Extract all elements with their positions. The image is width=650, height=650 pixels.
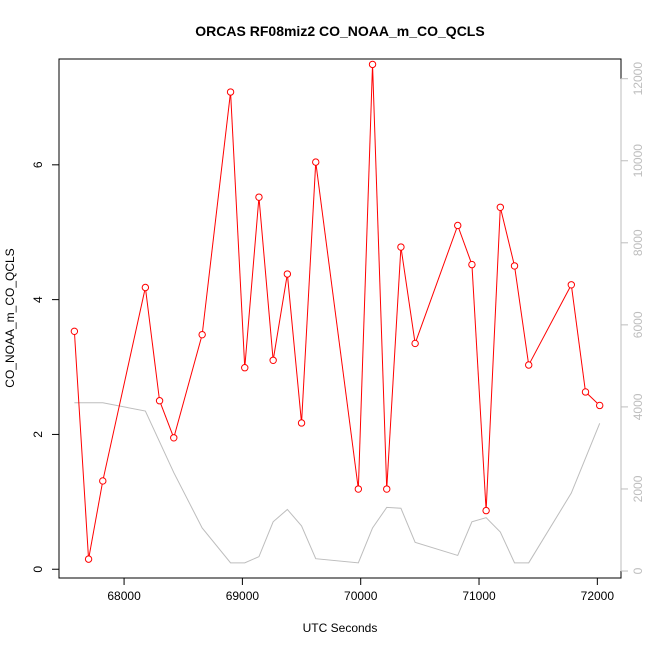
series-segment (485, 210, 501, 508)
y-tick-label: 6 (31, 161, 45, 168)
series-segment (174, 337, 202, 435)
series-segment (315, 165, 359, 486)
data-point (567, 281, 576, 289)
data-point (99, 477, 107, 485)
data-point (70, 327, 79, 336)
y-axis: 0 2 4 6 (31, 161, 60, 573)
x-axis: 68000 69000 70000 71000 72000 (107, 577, 615, 603)
data-point (241, 364, 249, 372)
series-segment (372, 67, 388, 486)
data-point (411, 339, 419, 348)
data-point (510, 262, 519, 270)
series-segment (587, 393, 598, 404)
series-segment (301, 165, 317, 420)
series-segment (458, 228, 472, 262)
y2-tick-label: 10000 (631, 144, 645, 178)
y-tick-label: 4 (31, 296, 45, 303)
data-point (297, 419, 306, 427)
series-segment (258, 200, 274, 358)
y2-tick-label: 2000 (631, 475, 645, 502)
data-point (155, 397, 164, 405)
series-segment (74, 334, 89, 556)
data-point (482, 506, 490, 515)
series-segment (386, 250, 402, 486)
series-segment (514, 269, 529, 362)
data-point (170, 434, 178, 442)
data-point (141, 283, 150, 292)
series-segment (230, 95, 246, 365)
x-tick-label: 68000 (107, 589, 141, 603)
series-segment (273, 277, 288, 358)
series-segment (357, 67, 373, 486)
y-tick-label: 2 (31, 431, 45, 438)
series-line-right (74, 402, 601, 564)
data-point (283, 270, 292, 278)
series-segment (202, 95, 231, 332)
series-segment (471, 267, 487, 508)
series-segment (529, 287, 571, 363)
data-point (468, 260, 476, 269)
y2-tick-label: 8000 (631, 229, 645, 256)
data-point (496, 203, 505, 211)
series-segment (500, 210, 515, 263)
x-tick-label: 70000 (344, 589, 378, 603)
series-segment (400, 250, 416, 341)
series-segment (88, 483, 103, 557)
y-tick-label: 0 (31, 566, 45, 573)
data-point (255, 193, 263, 201)
x-tick-label: 72000 (581, 589, 615, 603)
data-point (269, 356, 277, 364)
data-point (84, 555, 93, 563)
series-segment (102, 290, 146, 478)
series-segment (415, 228, 458, 341)
plot-frame (58, 58, 622, 579)
data-point (454, 221, 462, 230)
series-segment (571, 287, 586, 389)
data-point (368, 60, 377, 69)
x-tick-label: 69000 (226, 589, 260, 603)
series-segment (287, 277, 302, 420)
chart-title: ORCAS RF08miz2 CO_NOAA_m_CO_QCLS (195, 23, 484, 39)
data-point (354, 485, 363, 493)
series-segment (244, 200, 260, 365)
data-point (397, 243, 405, 251)
data-point (383, 485, 391, 493)
data-point (226, 88, 235, 96)
y2-tick-label: 0 (631, 567, 645, 574)
series-layer (70, 60, 604, 564)
y2-axis: 0 2000 4000 6000 8000 10000 12000 (620, 62, 645, 574)
series-segment (160, 403, 174, 435)
data-point (525, 361, 533, 369)
data-point (596, 401, 604, 410)
y-axis-label: CO_NOAA_m_CO_QCLS (3, 248, 17, 387)
x-tick-label: 71000 (462, 589, 496, 603)
data-point (581, 388, 590, 396)
y2-tick-label: 6000 (631, 311, 645, 338)
y2-tick-label: 4000 (631, 393, 645, 420)
data-point (198, 330, 206, 339)
y2-tick-label: 12000 (631, 62, 645, 96)
x-axis-label: UTC Seconds (303, 621, 378, 635)
data-point (312, 158, 320, 166)
series-segment (145, 290, 160, 398)
